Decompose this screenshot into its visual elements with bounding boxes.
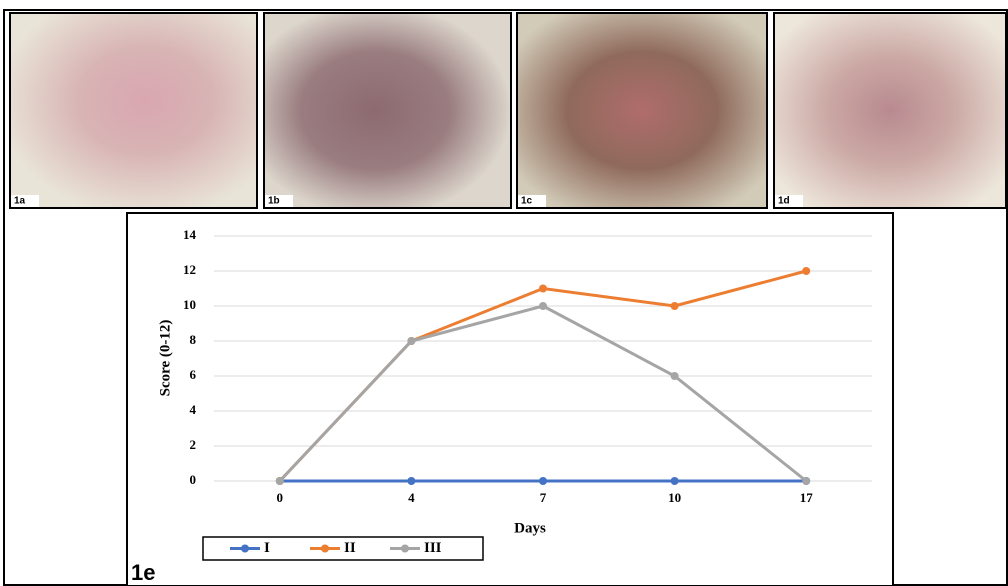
x-tick-label: 10: [668, 490, 681, 505]
figure: 1a 1b 1c 1d 1e Days Score (0-12) 0 2 4 6 8 10…: [0, 0, 1008, 586]
photo: [10, 13, 257, 208]
x-axis-label: Days: [514, 520, 546, 536]
data-point: [539, 477, 547, 485]
legend-swatch: [241, 545, 249, 553]
y-tick-label: 10: [183, 297, 196, 312]
panel-label: 1c: [521, 196, 533, 207]
y-tick-label: 12: [183, 262, 196, 277]
data-point: [671, 477, 679, 485]
panel-label: 1e: [131, 560, 155, 585]
data-point: [671, 302, 679, 310]
y-tick-label: 0: [190, 472, 197, 487]
y-tick-label: 6: [190, 367, 197, 382]
data-point: [802, 477, 810, 485]
legend-swatch: [401, 545, 409, 553]
data-point: [407, 337, 415, 345]
photo: [517, 13, 767, 208]
x-tick-label: 4: [408, 490, 415, 505]
legend-label: II: [344, 540, 356, 556]
x-tick-label: 0: [277, 490, 284, 505]
photo: [264, 13, 511, 208]
panel-label: 1b: [268, 196, 280, 207]
x-tick-label: 17: [800, 490, 814, 505]
x-tick-label: 7: [540, 490, 547, 505]
panel-label: 1a: [14, 196, 26, 207]
y-tick-label: 8: [190, 332, 197, 347]
y-tick-label: 14: [183, 227, 197, 242]
chart-frame: [127, 213, 893, 586]
data-point: [802, 267, 810, 275]
y-axis-label: Score (0-12): [157, 320, 173, 397]
photo: [774, 13, 1006, 208]
legend-label: I: [264, 540, 270, 556]
data-point: [539, 285, 547, 293]
legend-swatch: [321, 545, 329, 553]
data-point: [539, 302, 547, 310]
data-point: [671, 372, 679, 380]
data-point: [407, 477, 415, 485]
data-point: [276, 477, 284, 485]
panel-label: 1d: [778, 196, 790, 207]
legend-label: III: [424, 540, 442, 556]
y-tick-label: 4: [190, 402, 197, 417]
y-tick-label: 2: [190, 437, 197, 452]
